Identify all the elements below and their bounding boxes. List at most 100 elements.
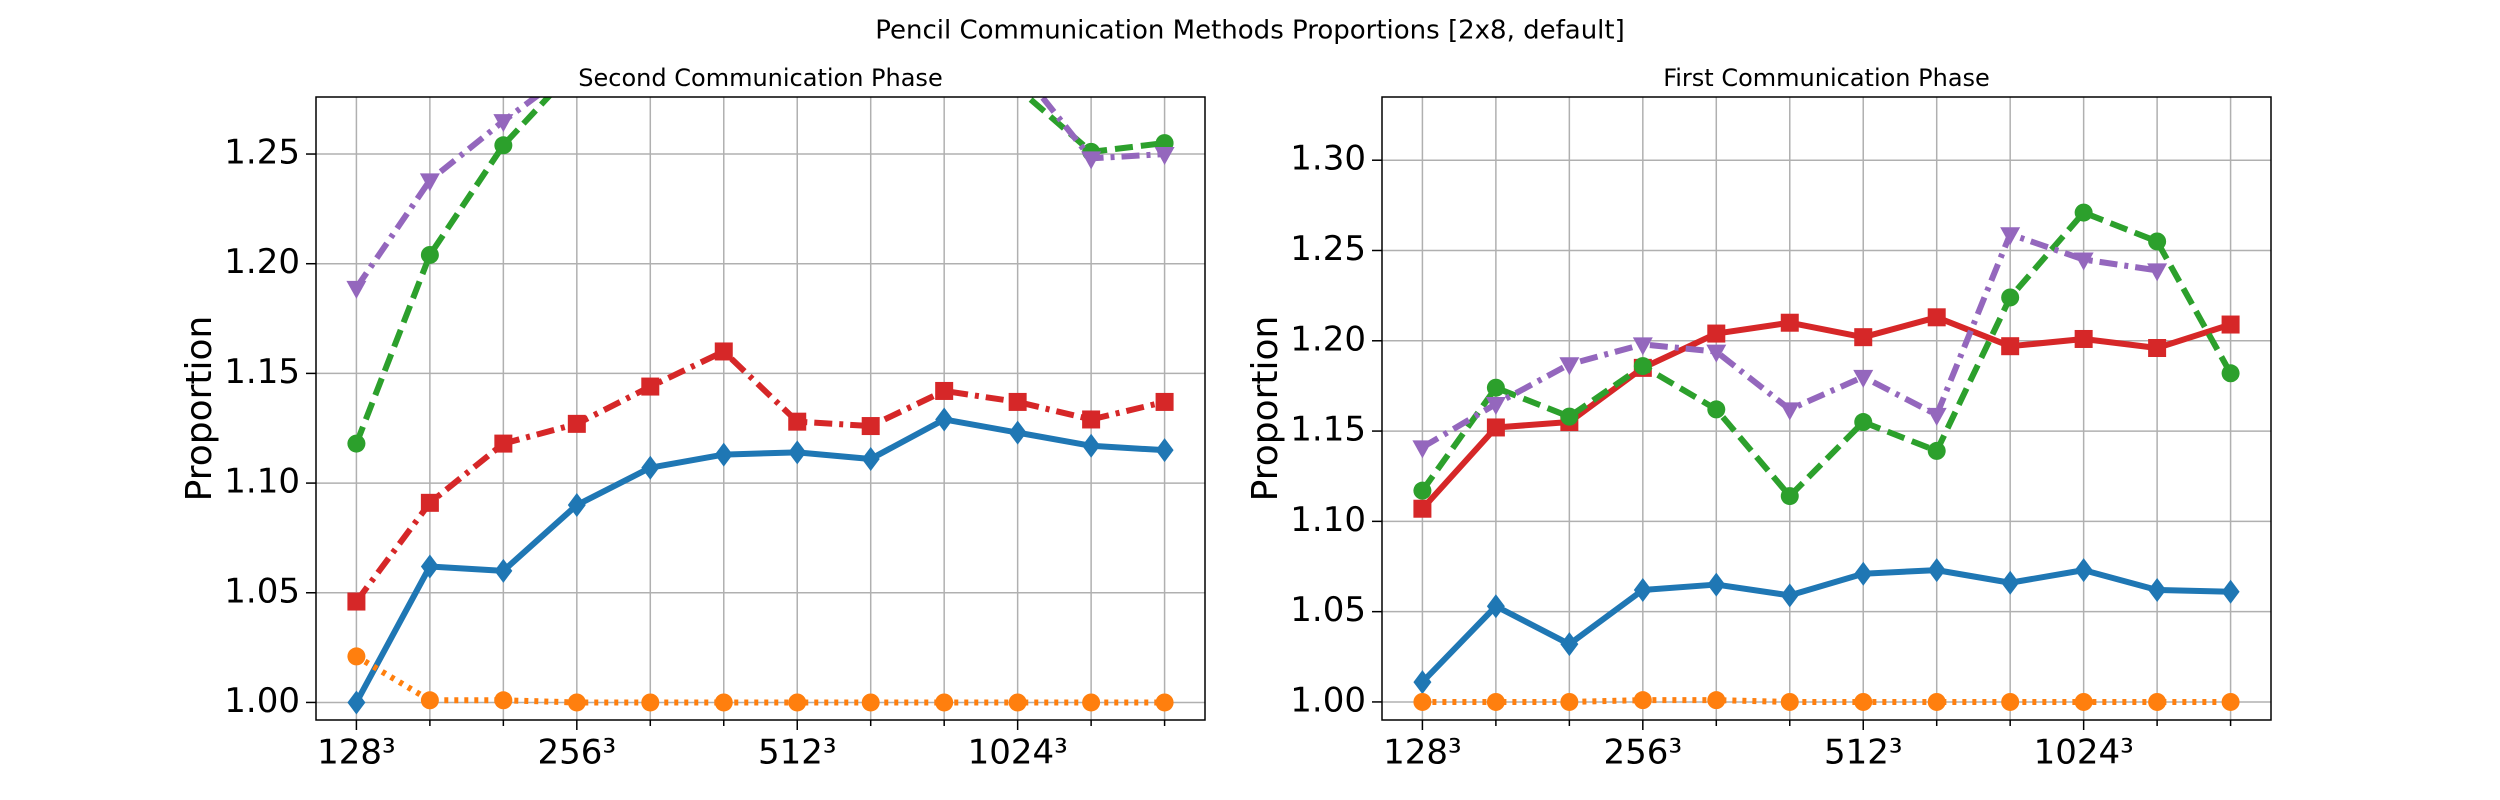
marker [347, 647, 366, 666]
marker [1486, 378, 1505, 397]
marker [1413, 481, 1432, 500]
x-tick-label: 1024³ [968, 733, 1068, 773]
marker [641, 377, 660, 396]
marker [1008, 392, 1027, 411]
marker [1707, 324, 1726, 343]
x-tick-label: 1024³ [2034, 733, 2134, 773]
series-line [354, 348, 1166, 604]
marker [2148, 692, 2167, 711]
y-tick-label: 1.05 [1290, 590, 1366, 630]
marker [1926, 407, 1947, 426]
marker [1707, 691, 1726, 710]
y-tick-label: 1.00 [224, 681, 300, 721]
subplot: 128³ 256³ 512³ 1024³ 1.00 1.05 1.10 1.15 1.20 1.2… [179, 15, 1206, 773]
marker [2001, 692, 2020, 711]
marker [861, 446, 880, 471]
marker [1081, 151, 1102, 170]
marker [1780, 583, 1799, 608]
y-tick-label: 1.25 [224, 133, 300, 173]
figure-title: Pencil Communication Methods Proportions… [875, 16, 1624, 46]
marker [640, 15, 660, 33]
x-tick-label: 512³ [1824, 733, 1903, 773]
marker [935, 381, 954, 400]
y-tick-label: 1.10 [224, 462, 300, 502]
marker [1008, 693, 1027, 712]
marker [1082, 433, 1101, 458]
series-line [1419, 209, 2234, 500]
series-line [353, 97, 1165, 290]
marker [1559, 357, 1580, 376]
marker [714, 342, 733, 361]
marker [2000, 227, 2021, 246]
marker [1413, 692, 1432, 711]
marker [1854, 561, 1873, 586]
marker [1486, 594, 1505, 619]
marker [935, 693, 954, 712]
subplot-title: First Communication Phase [1663, 64, 1990, 92]
marker [1707, 572, 1726, 597]
marker [347, 434, 366, 453]
series-line [1422, 697, 2231, 705]
y-tick-label: 1.05 [224, 571, 300, 611]
marker [641, 693, 660, 712]
marker [1854, 328, 1873, 347]
x-tick-label: 512³ [758, 733, 837, 773]
marker [419, 173, 440, 192]
marker [788, 412, 807, 431]
marker [567, 693, 586, 712]
y-tick-label: 1.15 [224, 352, 300, 392]
marker [2221, 692, 2240, 711]
plot-area [1412, 203, 2240, 711]
marker [1486, 692, 1505, 711]
marker [2074, 203, 2093, 222]
marker [788, 35, 806, 53]
marker [494, 691, 513, 710]
marker [2148, 339, 2167, 358]
marker [1155, 693, 1174, 712]
marker [1155, 438, 1174, 463]
marker [2073, 252, 2094, 271]
marker [1412, 440, 1433, 459]
marker [2001, 337, 2020, 356]
series-line [353, 97, 1165, 445]
marker [1560, 407, 1579, 426]
axes-frame [315, 96, 1206, 721]
marker [2148, 232, 2167, 251]
marker [1853, 369, 1874, 388]
marker [420, 691, 439, 710]
marker [715, 35, 733, 53]
marker [1706, 344, 1727, 363]
series-line [353, 416, 1165, 704]
marker [1008, 420, 1027, 445]
axes-frame [1381, 96, 2272, 721]
marker [641, 35, 659, 53]
marker [1854, 413, 1873, 432]
y-tick-label: 1.15 [1290, 410, 1366, 450]
marker [1154, 147, 1175, 166]
marker [1082, 410, 1101, 429]
marker [347, 592, 366, 611]
marker [1633, 357, 1652, 376]
marker [1485, 396, 1506, 415]
marker [1927, 558, 1946, 583]
marker [1155, 392, 1174, 411]
x-tick-label: 256³ [538, 733, 617, 773]
marker [1413, 670, 1432, 695]
marker [2074, 558, 2093, 583]
marker [1632, 337, 1653, 356]
marker [1082, 693, 1101, 712]
y-tick-label: 1.25 [1290, 229, 1366, 269]
marker [494, 136, 513, 155]
x-tick-label: 256³ [1604, 733, 1683, 773]
marker [1486, 418, 1505, 437]
series-line [1420, 314, 2232, 511]
marker [567, 414, 586, 433]
marker [641, 455, 660, 480]
marker [420, 245, 439, 264]
marker [1927, 692, 1946, 711]
marker [1015, 97, 1020, 98]
y-axis-label: Proportion [179, 316, 220, 502]
y-tick-label: 1.30 [1290, 139, 1366, 179]
marker [1707, 400, 1726, 419]
